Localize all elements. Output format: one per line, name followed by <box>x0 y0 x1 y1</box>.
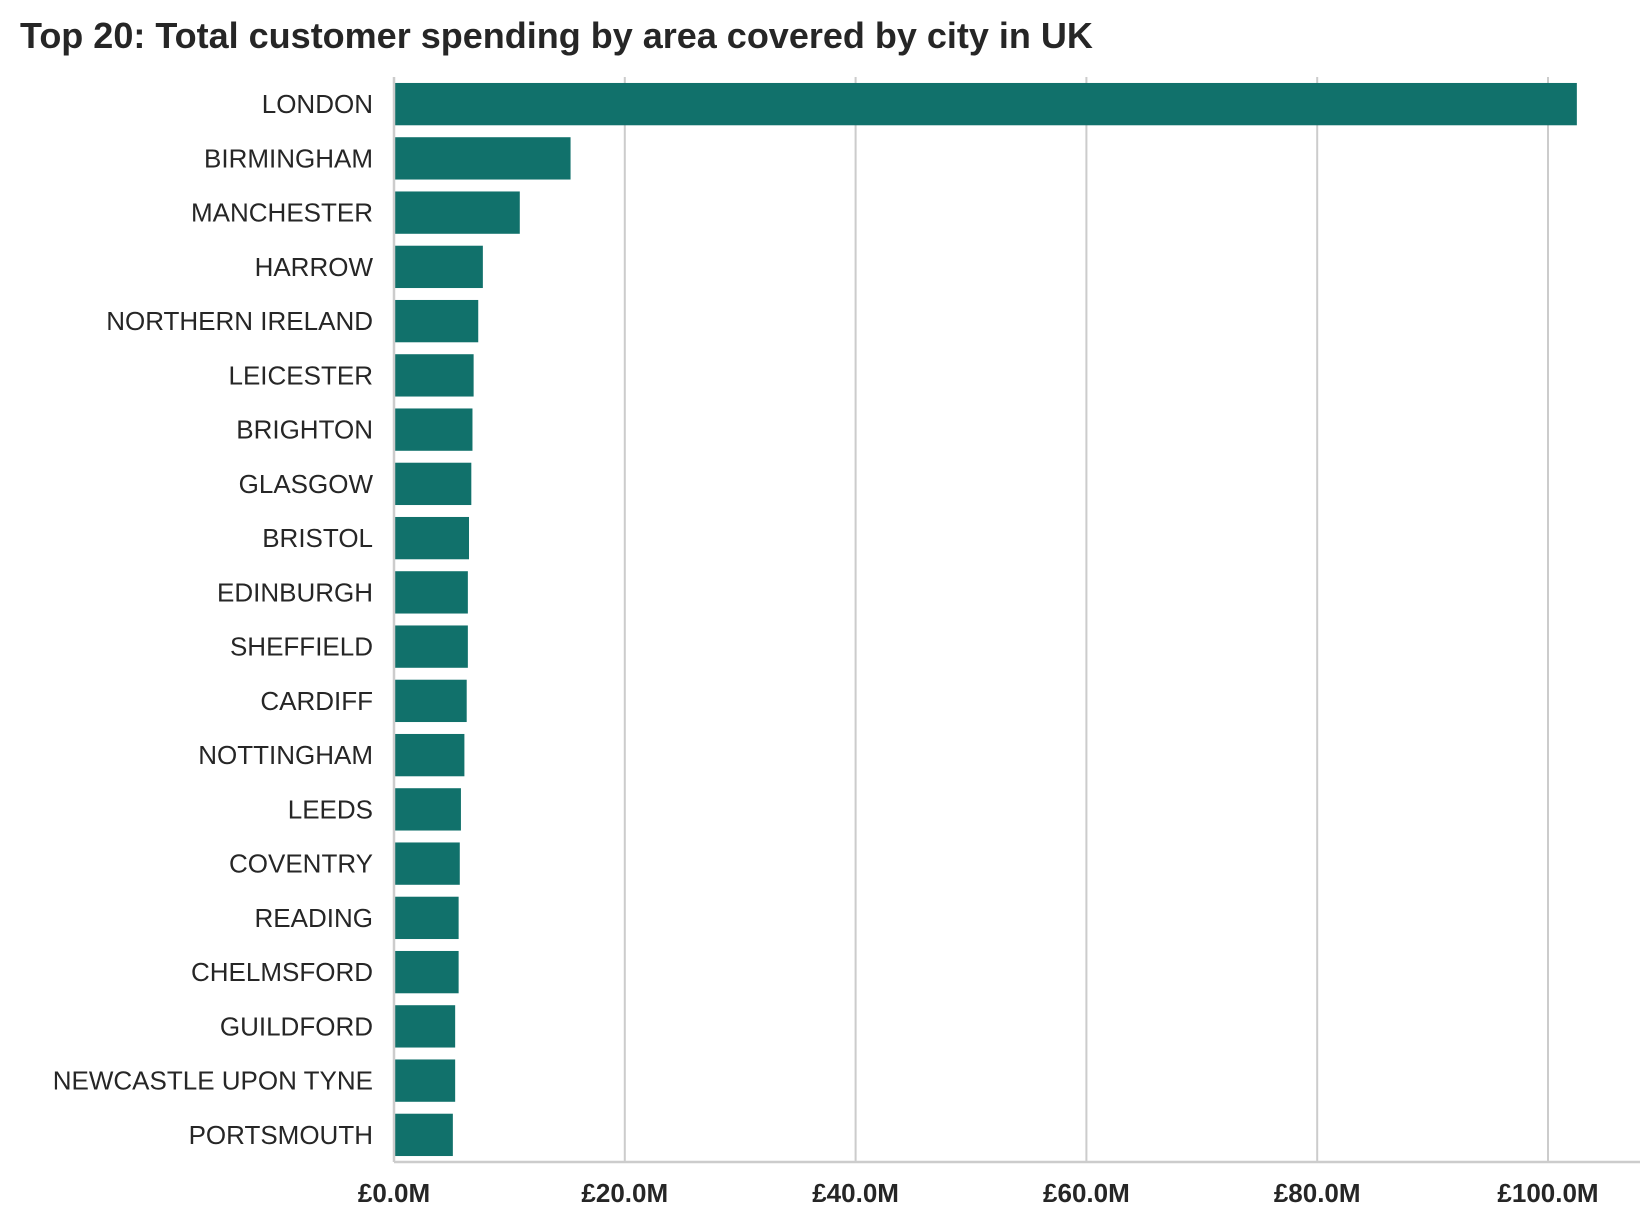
x-tick-label: £40.0M <box>812 1178 899 1208</box>
bar <box>394 1005 456 1048</box>
category-label: BIRMINGHAM <box>204 143 373 173</box>
bar <box>394 354 474 397</box>
category-label: CARDIFF <box>260 686 373 716</box>
bar <box>394 516 470 560</box>
x-tick-label: £60.0M <box>1043 1178 1130 1208</box>
bar <box>394 191 520 234</box>
category-label: COVENTRY <box>229 849 373 879</box>
category-label: BRISTOL <box>262 523 373 553</box>
bars <box>394 82 1577 1157</box>
x-tick-label: £20.0M <box>581 1178 668 1208</box>
bar <box>394 408 473 451</box>
bar <box>394 82 1577 126</box>
category-label: GLASGOW <box>239 469 374 499</box>
category-label: NORTHERN IRELAND <box>106 306 373 336</box>
bar <box>394 842 460 885</box>
category-label: SHEFFIELD <box>230 632 373 662</box>
chart-title: Top 20: Total customer spending by area … <box>20 15 1093 56</box>
bar <box>394 245 483 289</box>
bar <box>394 679 467 723</box>
x-tick-label: £0.0M <box>358 1178 430 1208</box>
gridlines <box>623 77 1549 1162</box>
bar <box>394 733 465 777</box>
bar <box>394 896 459 940</box>
category-label: READING <box>255 903 373 933</box>
bar <box>394 788 461 831</box>
category-label: GUILDFORD <box>220 1011 373 1041</box>
category-label: MANCHESTER <box>191 198 373 228</box>
category-label: CHELMSFORD <box>191 957 373 987</box>
category-label: NEWCASTLE UPON TYNE <box>53 1066 373 1096</box>
category-label: LONDON <box>262 89 373 119</box>
x-tick-label: £80.0M <box>1274 1178 1361 1208</box>
bar <box>394 950 459 994</box>
bar <box>394 625 468 668</box>
bar <box>394 1113 453 1157</box>
bar <box>394 571 468 614</box>
category-label: LEEDS <box>288 794 373 824</box>
category-label: EDINBURGH <box>217 577 373 607</box>
bar <box>394 462 472 506</box>
category-label: PORTSMOUTH <box>189 1120 373 1150</box>
category-label: HARROW <box>255 252 374 282</box>
bar <box>394 1059 456 1102</box>
category-labels: LONDON BIRMINGHAM MANCHESTER HARROW NORTHERN… <box>53 89 374 1150</box>
x-tick-label: £100.0M <box>1497 1178 1598 1208</box>
category-label: LEICESTER <box>229 360 374 390</box>
category-label: BRIGHTON <box>236 415 373 445</box>
category-label: NOTTINGHAM <box>198 740 373 770</box>
bar <box>394 137 571 180</box>
bar <box>394 299 479 343</box>
x-tick-labels: £0.0M £20.0M £40.0M £60.0M £80.0M £100.0M <box>358 1178 1599 1208</box>
